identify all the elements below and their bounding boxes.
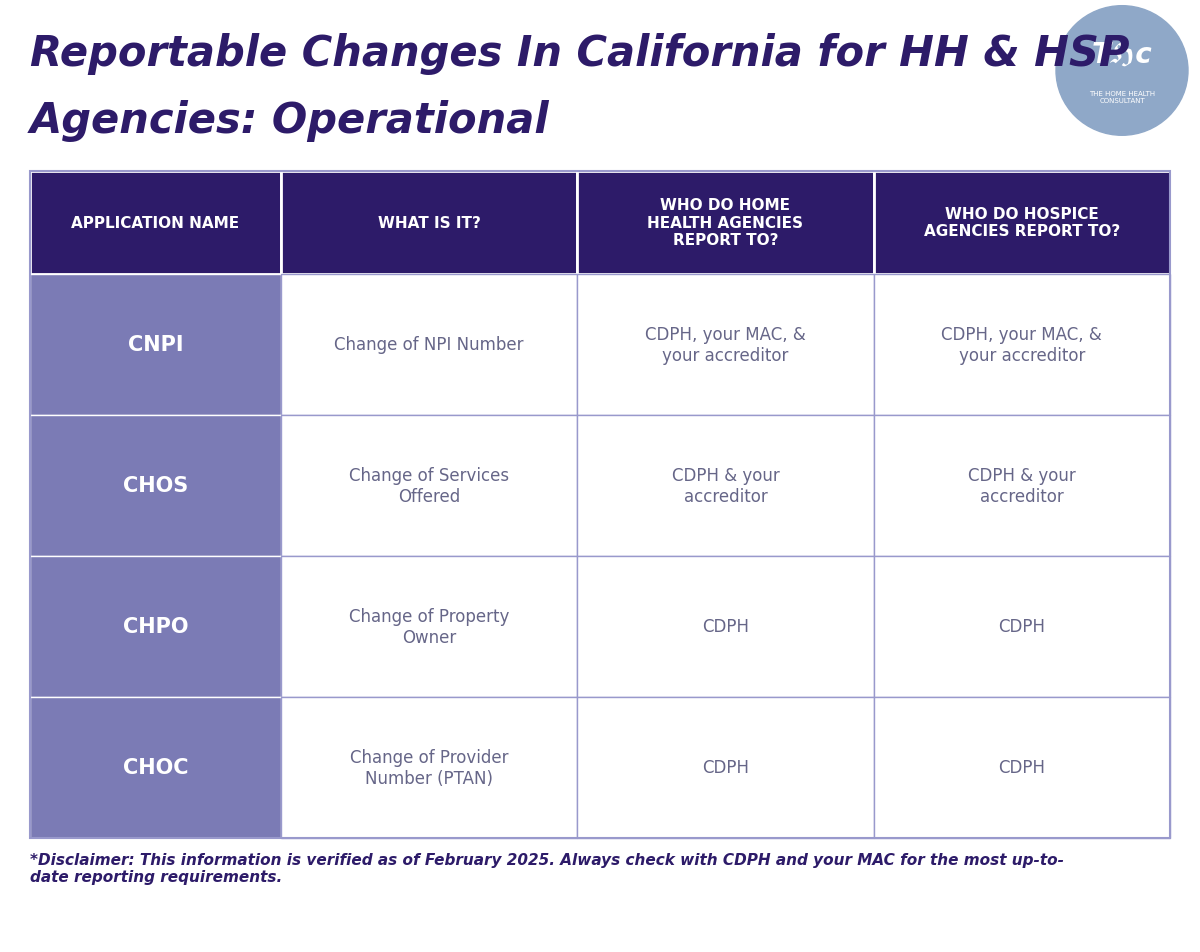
Text: Tℌc: Tℌc [1092,41,1152,69]
Text: CHPO: CHPO [122,617,188,637]
Text: CDPH: CDPH [702,618,749,636]
Text: CDPH, your MAC, &
your accreditor: CDPH, your MAC, & your accreditor [646,326,805,365]
Text: Change of Property
Owner: Change of Property Owner [349,607,509,646]
Text: CDPH: CDPH [702,759,749,777]
Text: Agencies: Operational: Agencies: Operational [30,100,550,142]
Text: Change of NPI Number: Change of NPI Number [335,336,523,354]
Text: CNPI: CNPI [127,335,184,355]
Text: Change of Provider
Number (PTAN): Change of Provider Number (PTAN) [349,748,509,786]
Text: CDPH & your
accreditor: CDPH & your accreditor [968,466,1075,506]
Text: WHO DO HOSPICE
AGENCIES REPORT TO?: WHO DO HOSPICE AGENCIES REPORT TO? [924,207,1120,239]
Text: THE HOME HEALTH
CONSULTANT: THE HOME HEALTH CONSULTANT [1088,90,1156,104]
Text: CDPH: CDPH [998,759,1045,777]
Text: *Disclaimer: This information is verified as of February 2025. Always check with: *Disclaimer: This information is verifie… [30,852,1064,884]
Text: Reportable Changes In California for HH & HSP: Reportable Changes In California for HH … [30,33,1129,75]
Text: CHOC: CHOC [122,758,188,778]
Text: CDPH: CDPH [998,618,1045,636]
Text: WHAT IS IT?: WHAT IS IT? [378,215,480,230]
Text: APPLICATION NAME: APPLICATION NAME [71,215,240,230]
Text: CHOS: CHOS [122,476,188,496]
Circle shape [1056,7,1188,136]
Text: CDPH & your
accreditor: CDPH & your accreditor [672,466,779,506]
Text: WHO DO HOME
HEALTH AGENCIES
REPORT TO?: WHO DO HOME HEALTH AGENCIES REPORT TO? [648,198,804,248]
Text: CDPH, your MAC, &
your accreditor: CDPH, your MAC, & your accreditor [942,326,1102,365]
Text: Change of Services
Offered: Change of Services Offered [349,466,509,506]
